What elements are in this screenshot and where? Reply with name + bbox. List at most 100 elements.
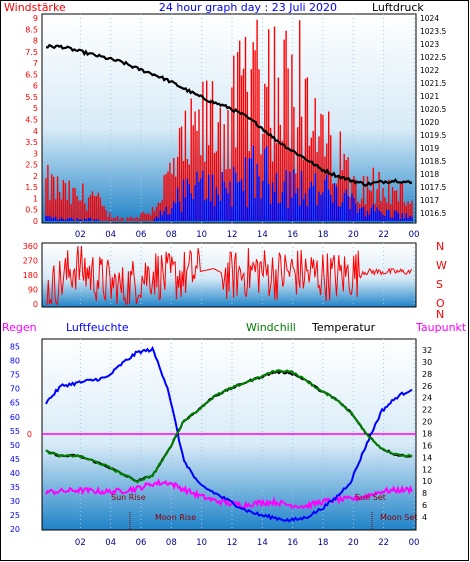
temperature-axis-tick: 20 [422,418,432,427]
label-rain: Regen [2,321,37,334]
hour-tick: 00 [409,538,420,548]
hour-tick: 08 [166,538,177,548]
hour-tick: 18 [318,230,329,240]
hour-tick: 06 [136,230,147,240]
hour-tick: 12 [227,538,238,548]
direction-axis-tick: 90 [28,286,38,295]
wind-axis-tick: 7 [33,59,38,68]
pressure-axis-tick: 1018.5 [420,157,446,166]
hour-tick: 16 [287,230,298,240]
wind-axis-tick: 4 [33,127,38,136]
rain-zero-tick: 0 [27,430,32,439]
temperature-axis-tick: 26 [422,382,432,391]
hour-tick: 02 [75,230,86,240]
hour-tick: 22 [378,538,389,548]
wind-axis-tick: 3.5 [25,138,38,147]
hour-tick: 16 [287,538,298,548]
humidity-axis-tick: 25 [10,511,20,520]
wind-axis-tick: 6.5 [25,70,38,79]
humidity-axis-tick: 80 [10,357,20,366]
temperature-axis-tick: 8 [422,489,427,498]
compass-letter: O [436,297,445,310]
wind-axis-tick: 9 [33,14,38,23]
label-temperature: Temperatur [311,321,376,334]
humidity-axis-tick: 85 [10,343,20,352]
humidity-axis-tick: 55 [10,427,20,436]
humidity-axis-tick: 45 [10,455,20,464]
humidity-axis-tick: 30 [10,497,20,506]
humidity-axis-tick: 75 [10,371,20,380]
direction-axis-tick: 360 [23,242,38,251]
temperature-axis-tick: 28 [422,370,432,379]
pressure-axis-tick: 1021.5 [420,79,446,88]
pressure-axis-tick: 1019.5 [420,131,446,140]
wind-axis-tick: 5 [33,104,38,113]
temperature-axis-tick: 22 [422,406,432,415]
panel1-background [41,13,417,224]
temperature-axis-tick: 4 [422,513,427,522]
compass-letter: S [436,278,443,291]
hour-tick: 08 [166,230,177,240]
wind-axis-tick: 1.5 [25,183,38,192]
temperature-axis-tick: 30 [422,358,432,367]
pressure-axis-tick: 1020 [420,118,439,127]
wind-axis-tick: 5.5 [25,93,38,102]
wind-axis-tick: 8.5 [25,25,38,34]
annotation-sun-rise: Sun Rise [111,493,146,502]
temperature-axis-tick: 6 [422,501,427,510]
annotation-moon-set: Moon Set [380,513,417,522]
pressure-axis-tick: 1020.5 [420,105,446,114]
wind-axis-tick: 3 [33,149,38,158]
pressure-axis-tick: 1017.5 [420,183,446,192]
hour-tick: 04 [105,538,116,548]
direction-axis-tick: 270 [23,257,38,266]
hour-tick: 10 [196,230,207,240]
compass-letter: N [436,308,444,321]
hour-tick: 20 [348,538,359,548]
humidity-axis-tick: 60 [10,413,20,422]
wind-axis-tick: 0 [33,217,38,226]
temperature-axis-tick: 10 [422,477,432,486]
pressure-axis-tick: 1021 [420,92,439,101]
compass-letter: N [436,240,444,253]
wind-axis-tick: 2.5 [25,161,38,170]
wind-axis-tick: 0.5 [25,206,38,215]
pressure-axis-tick: 1023 [420,40,439,49]
pressure-axis-tick: 1018 [420,170,439,179]
pressure-axis-tick: 1024 [420,14,439,23]
pressure-axis-tick: 1023.5 [420,27,446,36]
humidity-axis-tick: 65 [10,399,20,408]
wind-axis-tick: 6 [33,82,38,91]
chart-title: 24 hour graph day : 23 Juli 2020 [159,1,337,14]
wind-axis-tick: 4.5 [25,116,38,125]
hour-tick: 10 [196,538,207,548]
label-dewpoint: Taupunkt [415,321,467,334]
temperature-axis-tick: 32 [422,346,432,355]
pressure-axis-tick: 1022.5 [420,53,446,62]
wind-axis-tick: 1 [33,194,38,203]
dewpoint-line [45,478,413,511]
direction-axis-tick: 180 [23,271,38,280]
humidity-axis-tick: 40 [10,469,20,478]
pressure-line [45,43,413,187]
label-windchill: Windchill [246,321,296,334]
hour-tick: 12 [227,230,238,240]
hour-tick: 22 [378,230,389,240]
temperature-axis-tick: 14 [422,453,432,462]
compass-letter: W [436,259,447,272]
hour-tick: 14 [257,538,268,548]
windchill-line [45,369,413,484]
temperature-axis-tick: 18 [422,430,432,439]
wind-axis-tick: 2 [33,172,38,181]
wind-axis-tick: 7.5 [25,48,38,57]
left-title-wind: Windstärke [4,1,66,14]
annotation-moon-rise: Moon Rise [155,513,196,522]
hour-tick: 04 [105,230,116,240]
humidity-axis-tick: 50 [10,441,20,450]
right-title-pressure: Luftdruck [372,1,424,14]
pressure-axis-tick: 1019 [420,144,439,153]
temperature-axis-tick: 12 [422,465,432,474]
temperature-axis-tick: 16 [422,441,432,450]
annotation-sun-set: Sun Set [355,493,386,502]
